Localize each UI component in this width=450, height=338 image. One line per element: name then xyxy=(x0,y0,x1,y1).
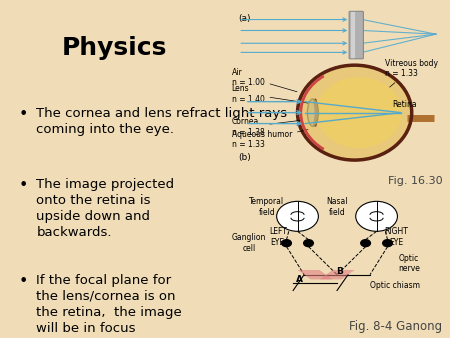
FancyBboxPatch shape xyxy=(351,12,355,58)
Text: Fig. 8-4 Ganong: Fig. 8-4 Ganong xyxy=(349,320,442,333)
Text: B: B xyxy=(336,267,343,276)
Circle shape xyxy=(277,201,319,231)
Text: If the focal plane for
the lens/cornea is on
the retina,  the image
will be in f: If the focal plane for the lens/cornea i… xyxy=(36,273,182,338)
Text: RIGHT
EYE: RIGHT EYE xyxy=(384,227,408,247)
Text: A: A xyxy=(296,275,303,284)
Text: Optic chiasm: Optic chiasm xyxy=(370,281,420,290)
Text: •: • xyxy=(19,273,28,289)
Text: Nasal
field: Nasal field xyxy=(326,197,348,217)
Text: •: • xyxy=(19,178,28,193)
Polygon shape xyxy=(320,270,355,280)
Text: Ganglion
cell: Ganglion cell xyxy=(232,234,266,253)
Circle shape xyxy=(304,240,313,247)
FancyBboxPatch shape xyxy=(349,11,364,59)
Polygon shape xyxy=(297,270,333,280)
Text: The cornea and lens refract light rays
coming into the eye.: The cornea and lens refract light rays c… xyxy=(36,107,288,136)
Circle shape xyxy=(361,240,370,247)
Text: Optic
nerve: Optic nerve xyxy=(399,254,420,273)
Circle shape xyxy=(383,240,392,247)
Text: (b): (b) xyxy=(238,153,251,162)
Text: Temporal
field: Temporal field xyxy=(249,197,284,217)
Circle shape xyxy=(356,201,397,231)
Circle shape xyxy=(316,77,402,148)
Text: (a): (a) xyxy=(238,14,251,23)
Circle shape xyxy=(297,65,412,160)
Text: Fig. 16.30: Fig. 16.30 xyxy=(388,176,442,186)
Text: Lens
n = 1.40: Lens n = 1.40 xyxy=(232,84,308,104)
Ellipse shape xyxy=(307,99,319,126)
Text: Air
n = 1.00: Air n = 1.00 xyxy=(232,68,297,92)
Text: Physics: Physics xyxy=(62,35,167,59)
Text: LEFT
EYE: LEFT EYE xyxy=(269,227,287,247)
Circle shape xyxy=(282,240,291,247)
Text: Cornea
n = 1.38: Cornea n = 1.38 xyxy=(232,117,302,137)
Text: Aqueous humor
n = 1.33: Aqueous humor n = 1.33 xyxy=(232,130,308,149)
Text: Vitreous body
n = 1.33: Vitreous body n = 1.33 xyxy=(385,59,438,87)
Text: •: • xyxy=(19,107,28,122)
Text: Retina: Retina xyxy=(392,100,417,109)
Text: The image projected
onto the retina is
upside down and
backwards.: The image projected onto the retina is u… xyxy=(36,178,175,239)
